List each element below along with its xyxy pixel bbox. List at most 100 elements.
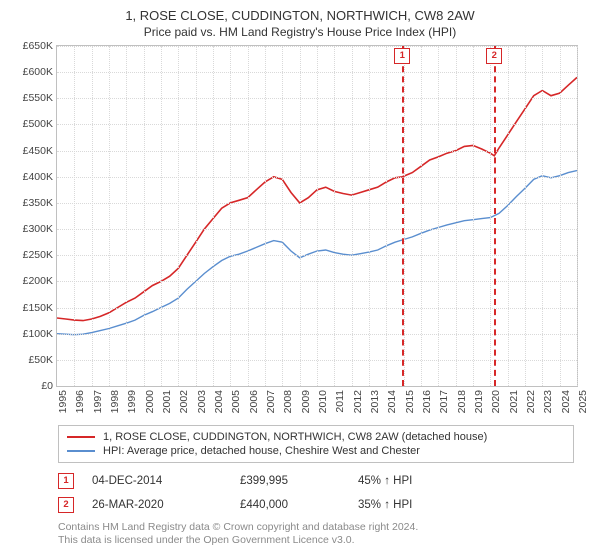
transaction-row: 1 04-DEC-2014 £399,995 45% ↑ HPI [58, 469, 574, 493]
x-tick-label: 2015 [404, 390, 416, 413]
gridline-v [369, 46, 370, 386]
legend-label: HPI: Average price, detached house, Ches… [103, 445, 420, 457]
gridline-v [213, 46, 214, 386]
legend-row: 1, ROSE CLOSE, CUDDINGTON, NORTHWICH, CW… [67, 430, 565, 444]
chart-plot-area: £0£50K£100K£150K£200K£250K£300K£350K£400… [56, 45, 578, 387]
gridline-v [438, 46, 439, 386]
x-tick-label: 2018 [456, 390, 468, 413]
gridline-v [542, 46, 543, 386]
gridline-v [352, 46, 353, 386]
chart-title: 1, ROSE CLOSE, CUDDINGTON, NORTHWICH, CW… [18, 8, 582, 23]
gridline-v [178, 46, 179, 386]
gridline-v [473, 46, 474, 386]
gridline-v [386, 46, 387, 386]
transaction-pct: 45% ↑ HPI [358, 475, 458, 487]
gridline-v [282, 46, 283, 386]
x-tick-label: 2004 [213, 390, 225, 413]
gridline-v [248, 46, 249, 386]
y-tick-label: £50K [28, 354, 53, 366]
transaction-pct: 35% ↑ HPI [358, 499, 458, 511]
x-tick-label: 2003 [196, 390, 208, 413]
y-tick-label: £650K [23, 40, 53, 52]
transaction-price: £440,000 [240, 499, 340, 511]
y-tick-label: £600K [23, 66, 53, 78]
x-tick-label: 2025 [577, 390, 589, 413]
transaction-date: 04-DEC-2014 [92, 475, 222, 487]
chart-legend: 1, ROSE CLOSE, CUDDINGTON, NORTHWICH, CW… [58, 425, 574, 463]
gridline-v [126, 46, 127, 386]
transaction-vline [402, 46, 404, 386]
x-tick-label: 2005 [230, 390, 242, 413]
x-tick-label: 2019 [473, 390, 485, 413]
y-tick-label: £400K [23, 171, 53, 183]
legend-row: HPI: Average price, detached house, Ches… [67, 444, 565, 458]
gridline-v [74, 46, 75, 386]
x-tick-label: 2017 [438, 390, 450, 413]
transaction-row-marker: 1 [58, 473, 74, 489]
x-tick-label: 2021 [508, 390, 520, 413]
x-tick-label: 2023 [542, 390, 554, 413]
footer-line-1: Contains HM Land Registry data © Crown c… [58, 521, 582, 534]
gridline-v [508, 46, 509, 386]
x-tick-label: 1997 [92, 390, 104, 413]
transactions-table: 1 04-DEC-2014 £399,995 45% ↑ HPI 2 26-MAR-202… [58, 469, 574, 517]
y-tick-label: £550K [23, 92, 53, 104]
gridline-v [456, 46, 457, 386]
footer-line-2: This data is licensed under the Open Gov… [58, 534, 582, 547]
gridline-v [317, 46, 318, 386]
x-tick-label: 1998 [109, 390, 121, 413]
x-tick-label: 2014 [386, 390, 398, 413]
x-tick-label: 2022 [525, 390, 537, 413]
footer-text: Contains HM Land Registry data © Crown c… [58, 521, 582, 547]
y-tick-label: £0 [41, 380, 53, 392]
x-tick-label: 2001 [161, 390, 173, 413]
gridline-v [109, 46, 110, 386]
x-tick-label: 2020 [490, 390, 502, 413]
x-tick-label: 1999 [126, 390, 138, 413]
x-tick-label: 2013 [369, 390, 381, 413]
transaction-marker: 1 [394, 48, 410, 64]
x-tick-label: 1995 [57, 390, 69, 413]
x-tick-label: 2024 [560, 390, 572, 413]
x-tick-label: 2008 [282, 390, 294, 413]
gridline-v [525, 46, 526, 386]
gridline-v [144, 46, 145, 386]
x-tick-label: 2000 [144, 390, 156, 413]
gridline-v [300, 46, 301, 386]
x-tick-label: 1996 [74, 390, 86, 413]
x-tick-label: 2016 [421, 390, 433, 413]
x-tick-label: 2009 [300, 390, 312, 413]
x-tick-label: 2012 [352, 390, 364, 413]
x-tick-label: 2010 [317, 390, 329, 413]
gridline-v [196, 46, 197, 386]
transaction-row: 2 26-MAR-2020 £440,000 35% ↑ HPI [58, 493, 574, 517]
x-tick-label: 2011 [334, 390, 346, 413]
transaction-price: £399,995 [240, 475, 340, 487]
transaction-marker: 2 [486, 48, 502, 64]
gridline-v [334, 46, 335, 386]
y-tick-label: £300K [23, 223, 53, 235]
y-tick-label: £100K [23, 328, 53, 340]
x-tick-label: 2006 [248, 390, 260, 413]
gridline-v [421, 46, 422, 386]
legend-swatch [67, 450, 95, 452]
gridline-v [230, 46, 231, 386]
legend-label: 1, ROSE CLOSE, CUDDINGTON, NORTHWICH, CW… [103, 431, 487, 443]
y-tick-label: £350K [23, 197, 53, 209]
y-tick-label: £200K [23, 275, 53, 287]
y-tick-label: £150K [23, 302, 53, 314]
transaction-date: 26-MAR-2020 [92, 499, 222, 511]
gridline-v [577, 46, 578, 386]
legend-swatch [67, 436, 95, 438]
gridline-v [92, 46, 93, 386]
transaction-row-marker: 2 [58, 497, 74, 513]
y-tick-label: £500K [23, 118, 53, 130]
gridline-v [490, 46, 491, 386]
gridline-v [161, 46, 162, 386]
gridline-v [560, 46, 561, 386]
y-tick-label: £250K [23, 249, 53, 261]
chart-subtitle: Price paid vs. HM Land Registry's House … [18, 25, 582, 39]
x-tick-label: 2002 [178, 390, 190, 413]
transaction-vline [494, 46, 496, 386]
y-tick-label: £450K [23, 145, 53, 157]
